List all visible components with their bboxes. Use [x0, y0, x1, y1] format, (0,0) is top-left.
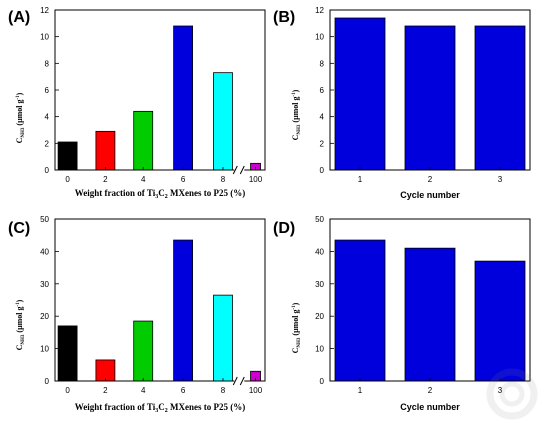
- chart-panel: (A) 0 2 4 6 8 100 0 2 4 6 8 10 12 Weight fraction of T…: [8, 6, 266, 200]
- panel-label: (D): [273, 220, 295, 237]
- y-tick-label: 10: [315, 33, 324, 42]
- axis-break-mark: [232, 165, 238, 175]
- y-tick-label: 30: [315, 280, 324, 289]
- x-tick-label: 1: [358, 386, 363, 395]
- x-tick-label: 3: [498, 386, 503, 395]
- y-tick-label: 50: [315, 215, 324, 224]
- x-tick-label: 0: [65, 386, 70, 395]
- x-tick-label: 6: [181, 386, 186, 395]
- bar: [95, 130, 116, 171]
- bar: [474, 25, 526, 171]
- bar: [213, 294, 233, 382]
- bar: [404, 25, 456, 171]
- bar: [173, 239, 194, 382]
- plot-frame: [54, 218, 266, 382]
- x-tick-label: 4: [141, 175, 146, 184]
- axis-break-gap: [234, 377, 245, 385]
- y-tick-label: 0: [320, 377, 325, 386]
- plot-frame: [54, 9, 266, 171]
- y-tick-label: 0: [320, 166, 325, 175]
- axis-break-mark: [239, 165, 245, 175]
- x-axis-label: Weight fraction of Ti3C2 MXenes to P25 (…: [75, 188, 245, 200]
- y-tick-label: 2: [45, 139, 50, 148]
- y-tick-label: 6: [45, 86, 50, 95]
- x-tick-label: 2: [428, 175, 433, 184]
- panel-label: (B): [273, 9, 295, 26]
- y-axis-label: CNH3 (μmol g-1): [15, 299, 26, 350]
- y-tick-label: 0: [45, 377, 50, 386]
- y-tick-label: 10: [40, 33, 49, 42]
- x-tick-label: 6: [181, 175, 186, 184]
- axis-break-mark: [239, 376, 245, 386]
- x-tick-label: 2: [428, 386, 433, 395]
- bar: [95, 359, 116, 382]
- y-tick-label: 8: [320, 59, 325, 68]
- y-axis-label: CNH3 (μmol g-1): [291, 89, 302, 140]
- plot-frame: [329, 218, 531, 382]
- y-tick-label: 20: [40, 312, 49, 321]
- panel-label: (A): [8, 9, 30, 26]
- x-tick-label: 8: [221, 175, 226, 184]
- y-tick-label: 4: [320, 113, 325, 122]
- x-tick-label: 8: [221, 386, 226, 395]
- bar: [474, 260, 526, 382]
- y-tick-label: 2: [320, 139, 325, 148]
- x-tick-label: 0: [65, 175, 70, 184]
- bar: [334, 239, 386, 382]
- chart-panel: (C) 0 2 4 6 8 100 0 10 20 30 40 50 Weight fraction of…: [8, 215, 266, 414]
- bar: [213, 72, 233, 171]
- bar: [133, 320, 154, 382]
- bar: [334, 17, 386, 171]
- y-tick-label: 4: [45, 113, 50, 122]
- x-tick-label: 100: [249, 386, 263, 395]
- y-axis-label: CNH3 (μmol g-1): [291, 302, 302, 353]
- y-tick-label: 20: [315, 312, 324, 321]
- bar: [404, 247, 456, 382]
- axis-break-mark: [232, 376, 238, 386]
- bar: [173, 25, 194, 171]
- y-tick-label: 8: [45, 59, 50, 68]
- y-tick-label: 10: [315, 345, 324, 354]
- y-tick-label: 40: [315, 247, 324, 256]
- x-tick-label: 100: [249, 175, 263, 184]
- x-tick-label: 2: [103, 386, 108, 395]
- y-tick-label: 40: [40, 247, 49, 256]
- panel-label: (C): [8, 220, 30, 237]
- y-tick-label: 10: [40, 345, 49, 354]
- x-axis-label: Cycle number: [400, 402, 460, 412]
- y-tick-label: 30: [40, 280, 49, 289]
- bar: [57, 325, 78, 382]
- x-tick-label: 2: [103, 175, 108, 184]
- y-tick-label: 6: [320, 86, 325, 95]
- bar: [133, 110, 154, 171]
- y-tick-label: 50: [40, 215, 49, 224]
- x-axis-label: Weight fraction of Ti3C2 MXenes to P25 (…: [75, 402, 245, 414]
- bar: [57, 141, 78, 171]
- y-tick-label: 12: [40, 6, 49, 15]
- x-tick-label: 4: [141, 386, 146, 395]
- watermark-logo: [486, 368, 538, 420]
- y-tick-label: 12: [315, 6, 324, 15]
- y-axis-label: CNH3 (μmol g-1): [15, 92, 26, 143]
- x-tick-label: 3: [498, 175, 503, 184]
- y-tick-label: 0: [45, 166, 50, 175]
- x-tick-label: 1: [358, 175, 363, 184]
- axis-break-gap: [234, 166, 245, 174]
- x-axis-label: Cycle number: [400, 190, 460, 200]
